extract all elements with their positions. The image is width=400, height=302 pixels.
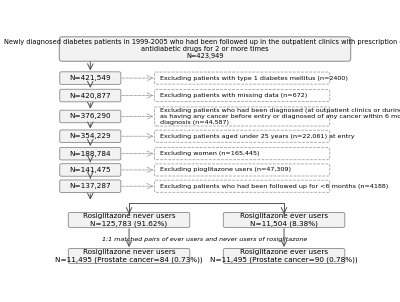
FancyBboxPatch shape: [68, 249, 190, 263]
Text: Newly diagnosed diabetes patients in 1999-2005 who had been followed up in the o: Newly diagnosed diabetes patients in 199…: [4, 39, 400, 59]
FancyBboxPatch shape: [59, 37, 351, 61]
Text: Excluding pioglitazone users (n=47,309): Excluding pioglitazone users (n=47,309): [160, 167, 291, 172]
FancyBboxPatch shape: [60, 180, 121, 192]
Text: Rosiglitazone never users
N=125,783 (91.62%): Rosiglitazone never users N=125,783 (91.…: [83, 213, 175, 227]
Text: 1:1 matched pairs of ever users and never users of rosiglitazone: 1:1 matched pairs of ever users and neve…: [102, 237, 308, 242]
Text: Excluding patients with type 1 diabetes mellitus (n=2400): Excluding patients with type 1 diabetes …: [160, 76, 348, 81]
Text: Rosiglitazone ever users
N=11,504 (8.38%): Rosiglitazone ever users N=11,504 (8.38%…: [240, 213, 328, 227]
FancyBboxPatch shape: [60, 89, 121, 102]
FancyBboxPatch shape: [60, 147, 121, 160]
Text: Excluding patients who had been followed up for <6 months (n=4188): Excluding patients who had been followed…: [160, 184, 388, 189]
Text: Excluding patients aged under 25 years (n=22,061) at entry: Excluding patients aged under 25 years (…: [160, 134, 354, 139]
Text: N=420,877: N=420,877: [70, 92, 111, 98]
Text: N=188,784: N=188,784: [70, 151, 111, 157]
Text: N=141,475: N=141,475: [70, 167, 111, 173]
Text: Excluding patients who had been diagnosed (at outpatient clinics or during hospi: Excluding patients who had been diagnose…: [160, 108, 400, 125]
Text: Excluding patients with missing data (n=672): Excluding patients with missing data (n=…: [160, 93, 307, 98]
Text: Excluding women (n=165,445): Excluding women (n=165,445): [160, 151, 259, 156]
FancyBboxPatch shape: [68, 213, 190, 227]
FancyBboxPatch shape: [60, 72, 121, 84]
Text: Rosiglitazone ever users
N=11,495 (Prostate cancer=90 (0.78%)): Rosiglitazone ever users N=11,495 (Prost…: [210, 249, 358, 263]
FancyBboxPatch shape: [60, 164, 121, 176]
Text: N=354,229: N=354,229: [70, 133, 111, 139]
FancyBboxPatch shape: [223, 213, 345, 227]
Text: N=421,549: N=421,549: [70, 75, 111, 81]
FancyBboxPatch shape: [223, 249, 345, 263]
FancyBboxPatch shape: [60, 110, 121, 123]
Text: Rosiglitazone never users
N=11,495 (Prostate cancer=84 (0.73%)): Rosiglitazone never users N=11,495 (Pros…: [55, 249, 203, 263]
Text: N=376,290: N=376,290: [70, 114, 111, 120]
FancyBboxPatch shape: [60, 130, 121, 143]
Text: N=137,287: N=137,287: [70, 183, 111, 189]
